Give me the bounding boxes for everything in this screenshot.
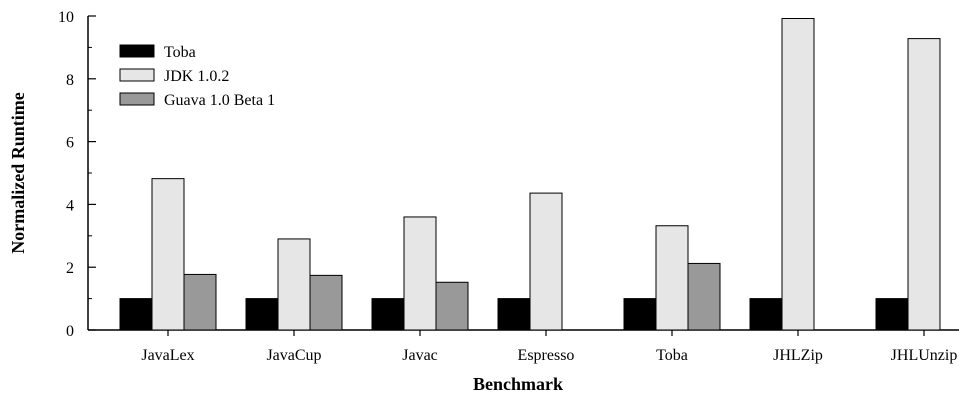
bar-javacup-toba	[245, 298, 279, 331]
bar-javalex-toba	[119, 298, 153, 331]
y-tick-label: 0	[66, 323, 74, 340]
x-tick-label-toba: Toba	[656, 347, 688, 364]
legend-swatch-toba	[119, 44, 155, 58]
x-axis-title: Benchmark	[473, 374, 563, 394]
bar-jhlunzip-jdk-1-0-2	[907, 38, 941, 331]
y-tick-label: 2	[66, 260, 74, 277]
y-axis-ticks: 0 2 4 6 8 10	[58, 9, 96, 340]
x-tick-label-jhlunzip: JHLUnzip	[891, 347, 958, 364]
x-tick-label-espresso: Espresso	[518, 347, 575, 364]
x-tick-label-javac: Javac	[402, 347, 438, 364]
x-axis-ticks: JavaLex JavaCup Javac Espresso Toba JHLZip JHL…	[141, 330, 957, 364]
y-tick-label: 6	[66, 135, 74, 152]
bar-javacup-jdk-1-0-2	[277, 238, 311, 331]
bar-javac-guava-1-0-beta-1	[435, 281, 469, 331]
x-tick-label-jhlzip: JHLZip	[773, 347, 823, 364]
bar-javac-jdk-1-0-2	[403, 216, 437, 331]
legend-swatch-jdk-1-0-2	[119, 68, 155, 82]
bar-javac-toba	[371, 298, 405, 331]
bar-espresso-toba	[497, 298, 531, 331]
x-tick-label-javalex: JavaLex	[141, 347, 194, 364]
legend-label-jdk-1-0-2: JDK 1.0.2	[164, 68, 229, 85]
bars	[119, 18, 941, 331]
legend-label-guava-1-0-beta-1: Guava 1.0 Beta 1	[164, 92, 275, 109]
bar-toba-guava-1-0-beta-1	[687, 262, 721, 331]
bar-jhlzip-jdk-1-0-2	[781, 18, 815, 331]
bar-espresso-jdk-1-0-2	[529, 192, 563, 331]
y-tick-label: 10	[58, 9, 74, 26]
bar-jhlzip-toba	[749, 298, 783, 331]
legend: Toba JDK 1.0.2 Guava 1.0 Beta 1	[119, 44, 275, 109]
bar-javalex-jdk-1-0-2	[151, 178, 185, 331]
bar-javalex-guava-1-0-beta-1	[183, 273, 217, 331]
bar-toba-jdk-1-0-2	[655, 225, 689, 331]
bar-javacup-guava-1-0-beta-1	[309, 274, 343, 331]
axes	[87, 16, 959, 331]
y-tick-label: 4	[66, 197, 74, 214]
x-tick-label-javacup: JavaCup	[266, 347, 321, 364]
bar-jhlunzip-toba	[875, 298, 909, 331]
bar-toba-toba	[623, 298, 657, 331]
y-tick-label: 8	[66, 72, 74, 89]
legend-swatch-guava-1-0-beta-1	[119, 92, 155, 106]
y-axis-title: Normalized Runtime	[8, 92, 28, 253]
legend-label-toba: Toba	[164, 44, 196, 61]
